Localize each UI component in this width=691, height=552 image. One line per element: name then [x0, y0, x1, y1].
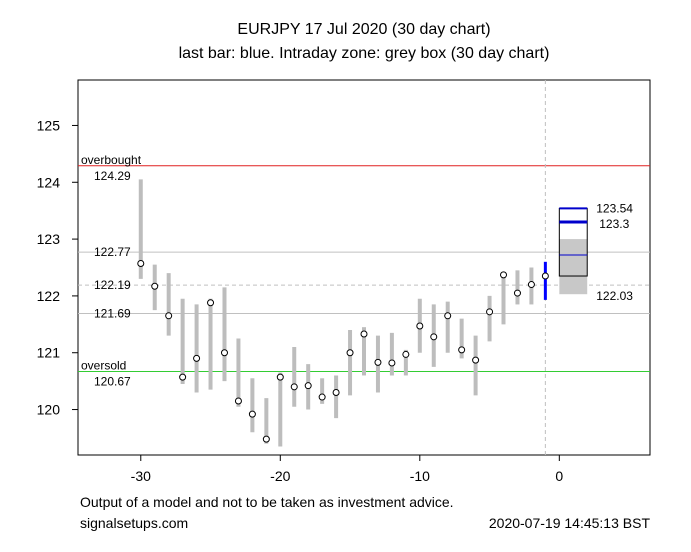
intraday-label: 123.3 [599, 217, 629, 231]
close-point [318, 393, 326, 401]
close-point [304, 382, 312, 390]
intraday-label: 123.54 [596, 201, 633, 215]
intraday-zone: 123.54 123.3 122.03 [558, 201, 633, 303]
close-point [513, 289, 521, 297]
close-point [430, 333, 438, 341]
close-point [360, 330, 368, 338]
x-tick-label: -30 [131, 468, 151, 484]
close-point [151, 282, 159, 290]
level-value: 122.19 [94, 278, 131, 292]
close-point [165, 312, 173, 320]
close-point [179, 373, 187, 381]
close-point [472, 356, 480, 364]
plot-frame [77, 79, 651, 456]
y-tick-label: 121 [37, 345, 61, 361]
source-link[interactable]: signalsetups.com [80, 515, 189, 531]
y-tick-label: 124 [37, 174, 61, 190]
x-tick-label: -20 [270, 468, 290, 484]
close-point [332, 389, 340, 396]
timestamp: 2020-07-19 14:45:13 BST [488, 515, 650, 531]
close-point [402, 350, 410, 358]
close-point [541, 272, 549, 280]
close-point [486, 308, 494, 316]
close-point [416, 322, 424, 330]
close-point [527, 281, 535, 289]
y-tick-label: 123 [37, 231, 61, 247]
y-tick-label: 122 [37, 288, 61, 304]
close-point [346, 349, 354, 357]
close-point [234, 397, 242, 405]
x-tick-label: -10 [410, 468, 430, 484]
close-point [458, 346, 466, 354]
close-point [374, 358, 382, 366]
disclaimer-text: Output of a model and not to be taken as… [80, 494, 454, 510]
chart-title: EURJPY 17 Jul 2020 (30 day chart) [237, 21, 490, 38]
level-value: 122.77 [94, 245, 131, 259]
y-tick-label: 125 [37, 117, 61, 133]
level-name: oversold [81, 358, 126, 372]
price-bars [137, 179, 549, 447]
close-point [388, 359, 396, 367]
axes: -30 -20 -10 0 120 121 122 123 124 125 [37, 117, 564, 484]
level-value: 121.69 [94, 307, 131, 321]
intraday-grey-box [559, 239, 588, 295]
close-point [262, 435, 270, 443]
close-point [137, 260, 145, 268]
close-point [444, 312, 452, 320]
level-name: overbought [81, 153, 142, 167]
close-point [207, 299, 215, 307]
close-point [276, 373, 284, 381]
y-tick-label: 120 [37, 402, 61, 418]
close-point [193, 354, 201, 362]
level-value: 124.29 [94, 169, 131, 183]
close-point [220, 349, 228, 357]
chart-subtitle: last bar: blue. Intraday zone: grey box … [179, 45, 550, 62]
close-point [290, 383, 298, 391]
intraday-label: 122.03 [596, 289, 633, 303]
close-point [248, 410, 256, 418]
level-value: 120.67 [94, 374, 131, 388]
x-tick-label: 0 [555, 468, 563, 484]
close-point [500, 271, 508, 279]
